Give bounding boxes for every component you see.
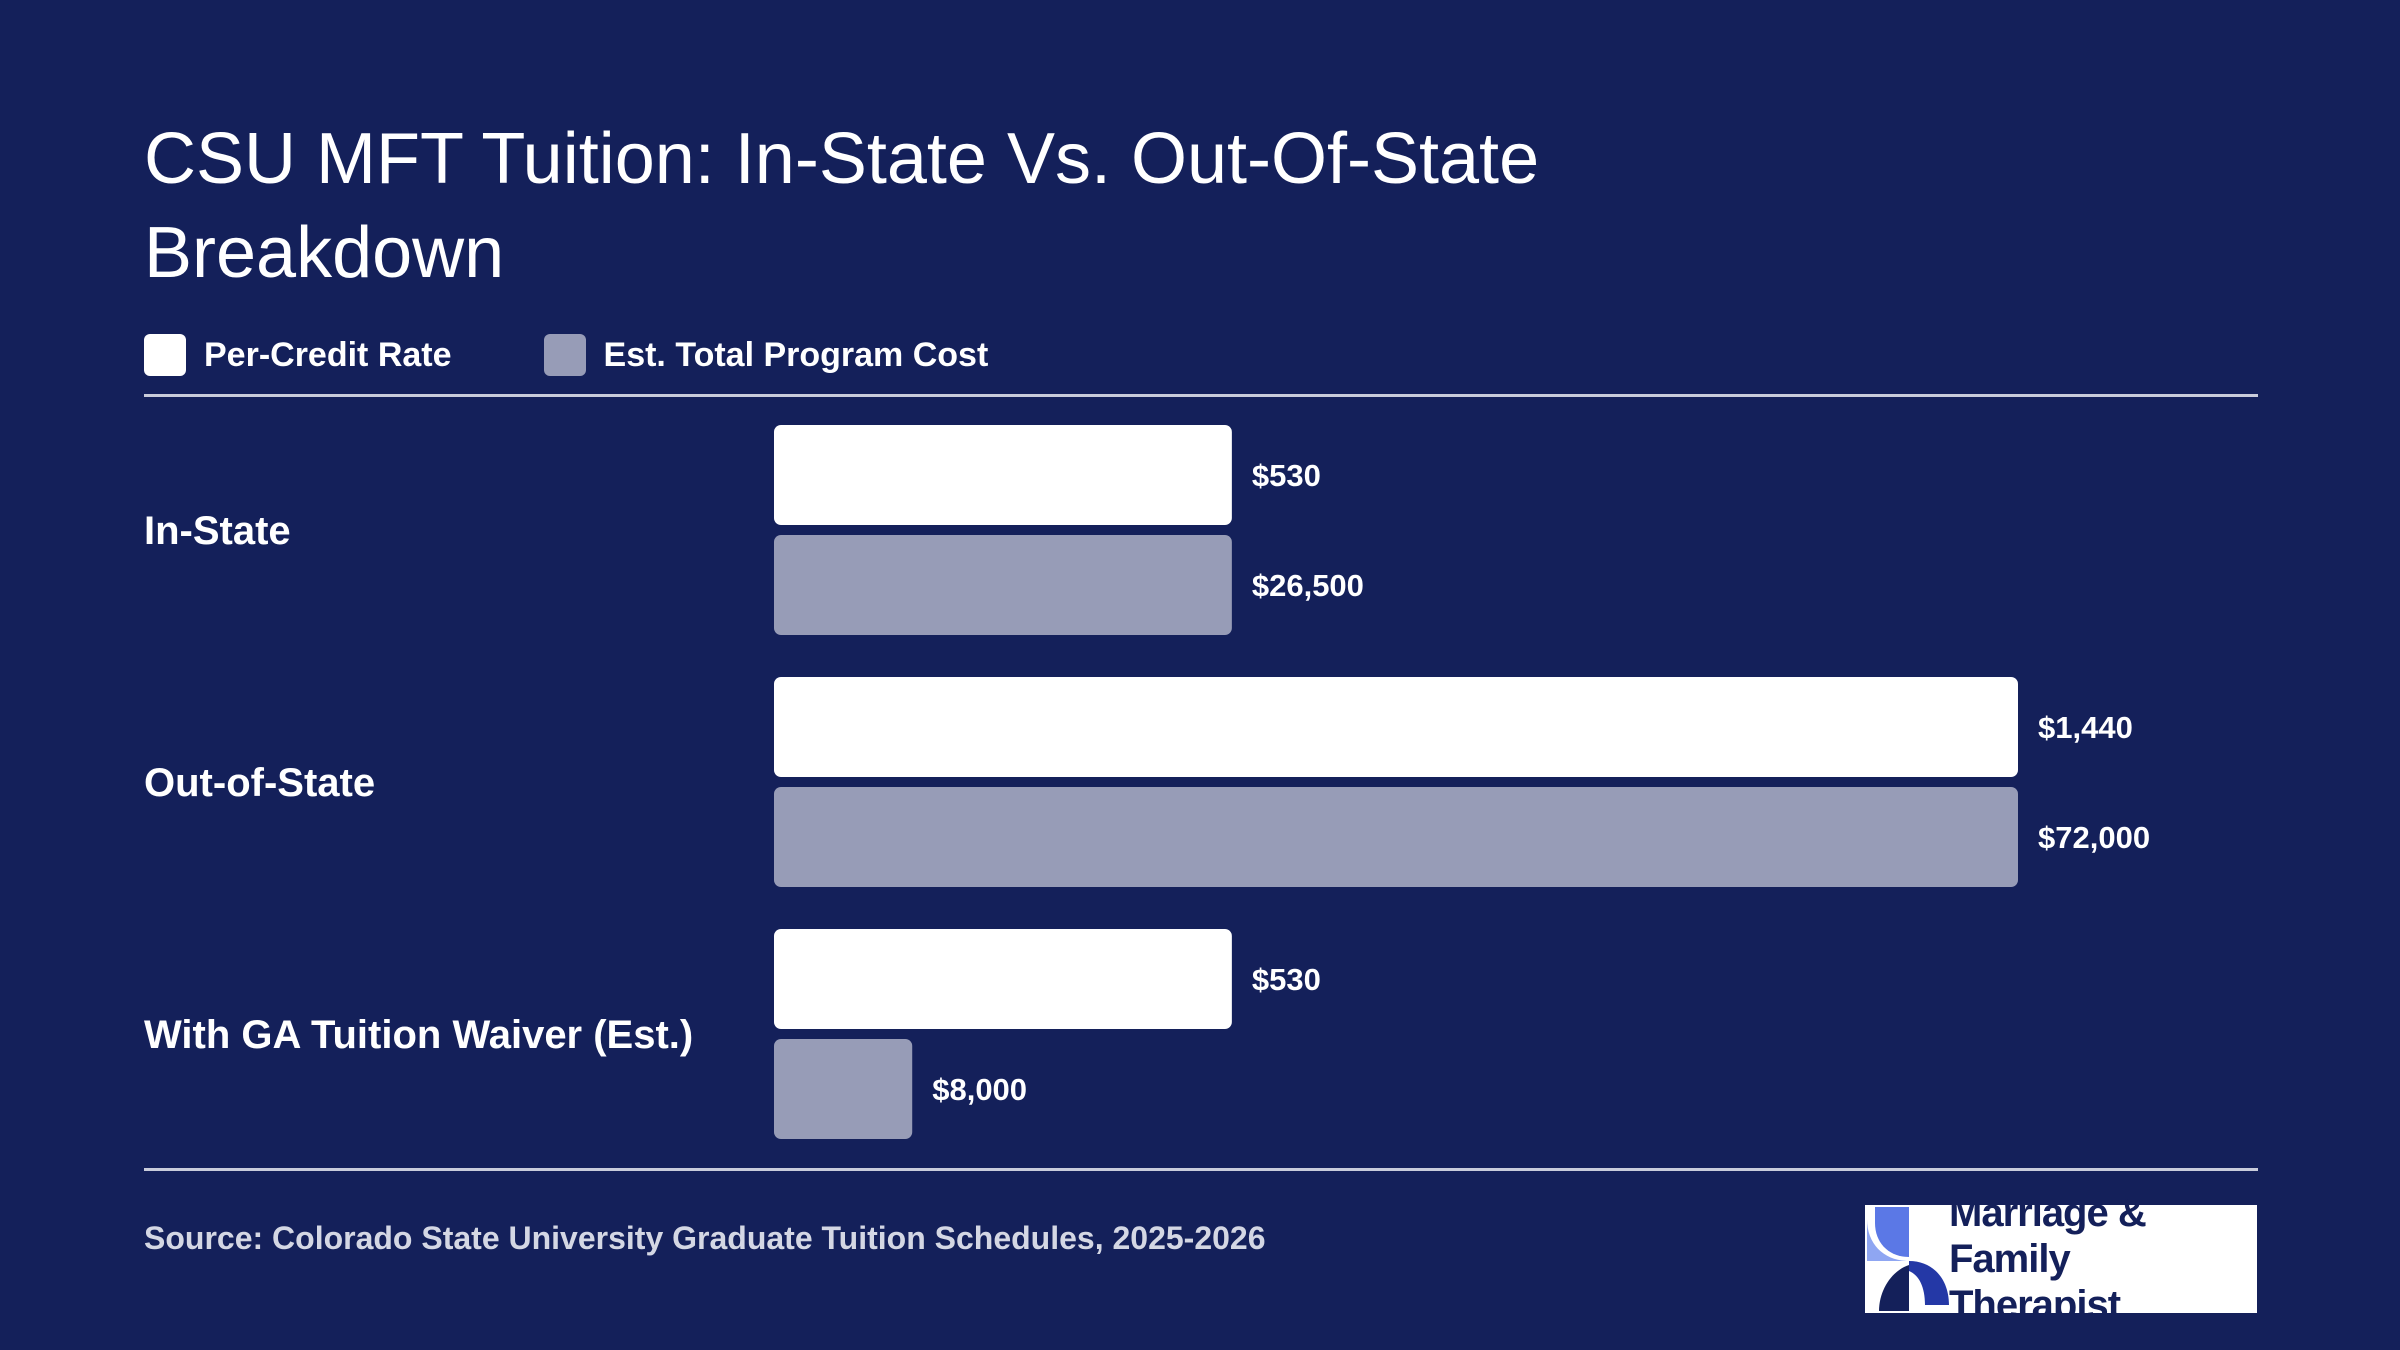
category-label: With GA Tuition Waiver (Est.) — [144, 1013, 693, 1057]
logo-text: Marriage & Family Therapist — [1949, 1190, 2257, 1328]
bar-total-cost — [774, 535, 1232, 635]
legend-item-per-credit: Per-Credit Rate — [144, 334, 452, 376]
category-label: In-State — [144, 509, 291, 553]
value-label-per-credit: $1,440 — [2038, 710, 2133, 745]
source-note: Source: Colorado State University Gradua… — [144, 1220, 1266, 1256]
bar-total-cost — [774, 1039, 913, 1139]
logo-line-2: Therapist — [1949, 1283, 2121, 1327]
legend-item-total-cost: Est. Total Program Cost — [543, 334, 989, 376]
bar-per-credit — [774, 425, 1232, 525]
value-label-total-cost: $72,000 — [2038, 820, 2150, 855]
value-label-per-credit: $530 — [1252, 458, 1321, 493]
bar-per-credit — [774, 677, 2018, 777]
value-label-per-credit: $530 — [1252, 962, 1321, 997]
top-divider — [144, 394, 2258, 397]
mft-logo-icon — [1865, 1205, 1949, 1313]
logo-line-1: Marriage & Family — [1949, 1191, 2147, 1281]
chart-title: CSU MFT Tuition: In-State Vs. Out-Of-Sta… — [144, 119, 1540, 293]
brand-logo: Marriage & Family Therapist — [1865, 1191, 2257, 1327]
bottom-divider — [144, 1168, 2258, 1171]
legend: Per-Credit Rate Est. Total Program Cost — [144, 332, 1080, 378]
legend-swatch-total-cost — [543, 334, 586, 376]
legend-swatch-per-credit — [144, 334, 186, 376]
bar-per-credit — [774, 929, 1232, 1029]
legend-label-total-cost: Est. Total Program Cost — [603, 335, 989, 374]
bar-total-cost — [774, 787, 2018, 887]
value-label-total-cost: $26,500 — [1252, 568, 1364, 603]
value-label-total-cost: $8,000 — [932, 1072, 1027, 1107]
category-label: Out-of-State — [144, 761, 375, 805]
legend-label-per-credit: Per-Credit Rate — [204, 335, 452, 374]
